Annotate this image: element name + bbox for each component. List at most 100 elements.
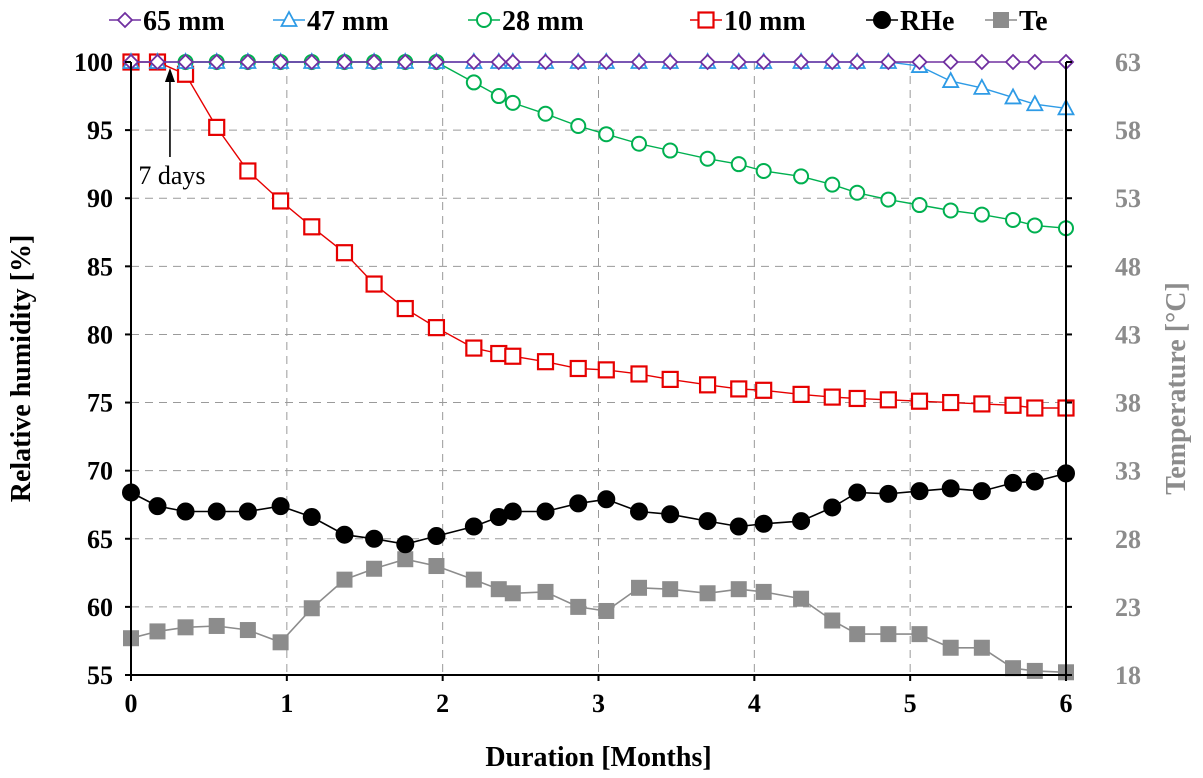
legend-item-47-mm: 47 mm bbox=[273, 6, 389, 37]
legend-item-rhe: RHe bbox=[866, 6, 954, 37]
data-point-65-mm bbox=[336, 53, 353, 71]
data-point-28-mm bbox=[849, 184, 866, 201]
data-point-10-mm bbox=[272, 192, 290, 210]
data-point-rhe bbox=[1025, 472, 1044, 491]
data-point-rhe bbox=[207, 502, 226, 521]
legend-marker-te bbox=[993, 12, 1009, 28]
data-point-10-mm bbox=[504, 347, 522, 365]
y-tick-label: 90 bbox=[87, 184, 113, 213]
data-point-rhe bbox=[754, 514, 773, 533]
legend-label-47-mm: 47 mm bbox=[307, 6, 389, 37]
data-point-10-mm bbox=[335, 244, 354, 262]
x-tick-label: 4 bbox=[748, 689, 761, 718]
data-point-rhe bbox=[148, 497, 167, 516]
data-point-rhe bbox=[848, 483, 867, 502]
data-point-65-mm bbox=[699, 53, 716, 71]
data-point-10-mm bbox=[730, 380, 748, 398]
series-28-mm bbox=[177, 54, 1074, 237]
data-point-te bbox=[272, 634, 289, 651]
data-point-te bbox=[397, 551, 414, 568]
data-point-te bbox=[504, 585, 521, 602]
y-tick-label: 80 bbox=[87, 320, 113, 349]
data-point-65-mm bbox=[149, 53, 166, 71]
data-point-10-mm bbox=[792, 385, 810, 403]
data-point-65-mm bbox=[973, 53, 991, 71]
data-point-65-mm bbox=[208, 53, 225, 71]
data-point-65-mm bbox=[428, 53, 445, 71]
data-point-28-mm bbox=[755, 162, 772, 179]
data-point-10-mm bbox=[303, 218, 321, 236]
y-tick-label: 75 bbox=[87, 389, 113, 418]
data-point-te bbox=[149, 623, 166, 640]
y-tick-label: 60 bbox=[87, 593, 113, 622]
y-tick-label: 95 bbox=[87, 116, 113, 145]
data-point-te bbox=[1026, 662, 1043, 679]
data-point-65-mm bbox=[303, 53, 321, 71]
data-point-10-mm bbox=[465, 339, 483, 357]
data-point-65-mm bbox=[598, 53, 615, 71]
data-point-rhe bbox=[972, 482, 991, 501]
data-point-28-mm bbox=[465, 74, 482, 91]
data-point-47-mm bbox=[941, 71, 960, 88]
data-point-rhe bbox=[238, 502, 257, 521]
data-point-10-mm bbox=[365, 275, 383, 293]
data-point-65-mm bbox=[569, 53, 587, 71]
data-point-65-mm bbox=[239, 53, 257, 71]
data-point-te bbox=[177, 619, 194, 636]
data-point-10-mm bbox=[823, 388, 841, 406]
data-point-rhe bbox=[729, 517, 748, 536]
y2-axis-title: Temperature [°C] bbox=[1161, 282, 1192, 495]
data-point-65-mm bbox=[490, 53, 508, 71]
data-point-te bbox=[303, 600, 320, 617]
legend-label-rhe: RHe bbox=[900, 6, 954, 37]
data-point-65-mm bbox=[272, 53, 289, 71]
series-line-28-mm bbox=[185, 61, 1067, 229]
data-point-28-mm bbox=[631, 135, 648, 152]
x-tick-label: 2 bbox=[436, 689, 449, 718]
data-point-28-mm bbox=[973, 206, 990, 223]
data-point-10-mm bbox=[536, 353, 555, 371]
data-point-rhe bbox=[661, 505, 680, 524]
data-point-10-mm bbox=[569, 359, 587, 378]
data-point-28-mm bbox=[1005, 212, 1022, 229]
data-point-28-mm bbox=[942, 202, 959, 219]
data-point-10-mm bbox=[848, 389, 866, 408]
data-point-28-mm bbox=[824, 176, 841, 193]
x-tick-label: 5 bbox=[904, 689, 917, 718]
data-point-65-mm bbox=[365, 53, 383, 71]
legend-item-65-mm: 65 mm bbox=[109, 6, 225, 37]
data-point-te bbox=[239, 622, 256, 639]
legend-label-65-mm: 65 mm bbox=[143, 6, 225, 37]
data-point-te bbox=[366, 560, 383, 577]
data-point-65-mm bbox=[630, 53, 648, 71]
legend-marker-65-mm bbox=[116, 11, 134, 29]
legend-item-28-mm: 28 mm bbox=[468, 6, 584, 37]
data-point-te bbox=[570, 598, 587, 615]
data-point-65-mm bbox=[1026, 53, 1044, 71]
data-point-47-mm bbox=[1025, 94, 1044, 112]
data-point-rhe bbox=[597, 490, 616, 509]
data-point-28-mm bbox=[730, 156, 747, 173]
data-point-te bbox=[537, 583, 554, 600]
data-point-rhe bbox=[941, 479, 960, 498]
data-point-te bbox=[730, 581, 747, 598]
data-point-65-mm bbox=[880, 53, 897, 71]
data-point-65-mm bbox=[661, 53, 679, 71]
y2-tick-label: 58 bbox=[1115, 116, 1141, 145]
data-point-te bbox=[973, 639, 990, 656]
data-point-rhe bbox=[910, 482, 929, 501]
data-point-28-mm bbox=[662, 142, 679, 159]
data-point-65-mm bbox=[755, 53, 772, 71]
series-layer bbox=[121, 52, 1076, 681]
y2-tick-label: 33 bbox=[1115, 457, 1141, 486]
data-point-rhe bbox=[335, 525, 354, 544]
y-tick-label: 65 bbox=[87, 525, 113, 554]
data-point-28-mm bbox=[1026, 217, 1043, 234]
data-point-65-mm bbox=[911, 53, 928, 71]
y-tick-label: 55 bbox=[87, 661, 113, 690]
data-point-rhe bbox=[464, 517, 483, 536]
y2-tick-label: 43 bbox=[1115, 320, 1141, 349]
data-point-rhe bbox=[569, 494, 588, 513]
data-point-te bbox=[336, 571, 353, 588]
data-point-te bbox=[880, 626, 897, 643]
